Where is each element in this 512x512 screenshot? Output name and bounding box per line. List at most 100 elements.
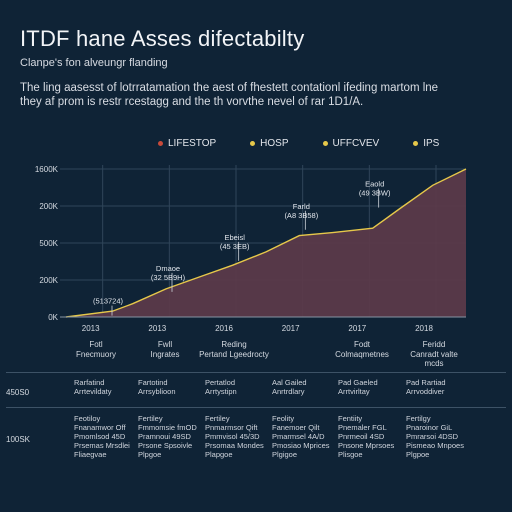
- table-cell-line: Fertiley: [138, 414, 163, 423]
- table-cell: Fertiley Pnmarmsor Qift Pmmvisol 45/3D Prso…: [205, 414, 267, 459]
- description: The ling aasesst of lotrratamation the a…: [20, 81, 490, 109]
- annotation-label: (A8 3B58): [284, 211, 318, 220]
- table-cell-line: Pmarmsel 4A/D: [272, 432, 325, 441]
- table-cell-line: Arrvoddiver: [406, 387, 445, 396]
- table-cell-line: Fartotind: [138, 378, 168, 387]
- table-cell: Feolity Fanemoer Qilt Pmarmsel 4A/D Pmosiao…: [272, 414, 334, 459]
- category-label: Reding Pertand Lgeedrocty: [194, 340, 274, 359]
- divider: [6, 372, 506, 373]
- table-cell: Fertilgy Pnaroinor GiL Pmrarsoi 4DSD Pismea…: [406, 414, 468, 459]
- category-label-line: Pertand Lgeedrocty: [199, 349, 269, 359]
- legend-swatch: [322, 140, 328, 146]
- table-cell-line: Prsone Spsoivle: [138, 441, 193, 450]
- category-label-line: Fnecmuory: [75, 349, 116, 359]
- table-cell-line: Fentiity: [338, 414, 363, 423]
- table-cell-line: Pnaroinor GiL: [406, 423, 453, 432]
- table-cell-line: Fertilgy: [406, 414, 431, 423]
- table-cell: Pertatlod Arrtystipn: [205, 378, 267, 396]
- annotation-label: Eaold: [365, 180, 384, 189]
- table-cell-line: Pmosiao Mprices: [272, 441, 330, 450]
- table-cell-line: Pmmvisol 45/3D: [205, 432, 260, 441]
- x-tick-label: 2016: [215, 324, 233, 333]
- table-cell: Pad Rartiad Arrvoddiver: [406, 378, 468, 396]
- table-cell-line: Plgigoe: [272, 450, 298, 459]
- row-label: 100SK: [6, 435, 31, 444]
- category-label-line: Canradt valte: [410, 349, 458, 359]
- table-cell-line: Pnmarmsor Qift: [205, 423, 258, 432]
- table-cell-line: Arrtvirltay: [338, 387, 370, 396]
- annotation-label: (32 5B9H): [151, 273, 186, 282]
- table-cell-line: Fertiley: [205, 414, 230, 423]
- divider: [6, 407, 506, 408]
- x-tick-label: 2017: [282, 324, 300, 333]
- area-series: [66, 169, 466, 317]
- table-cell: Fertiley Fmmomsie fmOD Pramnoui 49SD Prsone…: [138, 414, 200, 459]
- description-line: they af prom is restr rcestagg and the t…: [20, 96, 364, 108]
- x-tick-label: 2017: [348, 324, 366, 333]
- table-cell-line: Plisgoe: [338, 450, 363, 459]
- table-cell-line: Rarfatind: [74, 378, 105, 387]
- legend-label: HOSP: [260, 137, 289, 149]
- table-cell-line: Pmomlsod 45D: [74, 432, 126, 441]
- legend-swatch: [250, 140, 256, 146]
- legend-item: HOSP: [250, 137, 289, 149]
- table-cell-line: Pismeao Mnpoes: [406, 441, 464, 450]
- category-label-line: Fwll: [157, 340, 173, 349]
- annotation-label: (45 3EB): [220, 242, 250, 251]
- table-cell-line: Feotiloy: [74, 414, 101, 423]
- table-cell-line: Pnemaler FGL: [338, 423, 387, 432]
- x-tick-label: 2018: [415, 324, 433, 333]
- annotation-label: Farld: [293, 202, 310, 211]
- annotation-label: (513724): [93, 297, 124, 306]
- table-cell-line: Arrtevildaty: [74, 387, 112, 396]
- area-chart: 1600K 200K 500K 200K 0K 2013 2013 2016 2017 2017 2…: [35, 165, 467, 333]
- table-cell-line: Pad Rartiad: [406, 378, 446, 387]
- table-cell-line: Plgpoe: [406, 450, 430, 459]
- category-label-line: Fotl: [89, 340, 103, 349]
- row-label: 450S0: [6, 388, 30, 397]
- table-cell: Fentiity Pnemaler FGL Pnrmeoil 4SD Pnsone M…: [338, 414, 400, 459]
- annotation-label: (49 3BW): [359, 189, 391, 198]
- category-label: Fwll Ingrates: [125, 340, 205, 359]
- table-cell-line: Arrtystipn: [205, 387, 237, 396]
- category-label: Feridd Canradt valte mcds: [394, 340, 474, 369]
- table-cell-line: Arrsyblioon: [138, 387, 176, 396]
- annotation-label: Ebeisl: [224, 233, 245, 242]
- legend-label: IPS: [423, 137, 440, 149]
- legend-swatch: [413, 140, 419, 146]
- category-label-line: Feridd: [422, 340, 446, 349]
- category-label-line: Ingrates: [150, 349, 180, 359]
- table-cell-line: Pnrmeoil 4SD: [338, 432, 385, 441]
- category-label-line: Fodt: [353, 340, 370, 349]
- table-cell-line: Pmrarsoi 4DSD: [406, 432, 459, 441]
- table-cell-line: Pnsone Mprsoes: [338, 441, 395, 450]
- series-line: [65, 168, 467, 318]
- y-tick-label: 1600K: [35, 165, 59, 174]
- table-cell: Pad Gaeled Arrtvirltay: [338, 378, 400, 396]
- category-label: Fotl Fnecmuory: [56, 340, 136, 359]
- legend-item: IPS: [413, 138, 439, 149]
- chart-legend: LIFESTOP HOSP UFFCVEV IPS: [158, 135, 439, 151]
- table-cell-line: Prsemas Mrsdlei: [74, 441, 130, 450]
- y-tick-label: 200K: [39, 276, 58, 285]
- table-cell-line: Prsomaa Mondes: [205, 441, 264, 450]
- legend-label: LIFESTOP: [168, 137, 217, 149]
- table-cell-line: Pramnoui 49SD: [138, 432, 191, 441]
- x-tick-label: 2013: [148, 324, 166, 333]
- description-line: The ling aasesst of lotrratamation the a…: [20, 82, 439, 94]
- table-cell-line: Fliaegvae: [74, 450, 107, 459]
- table-cell-line: Plapgoe: [205, 450, 233, 459]
- table-cell-line: Fanemoer Qilt: [272, 423, 320, 432]
- page-subtitle: Clanpe's fon alveungr flanding: [20, 57, 168, 69]
- category-label-line: Reding: [221, 340, 247, 349]
- legend-label: UFFCVEV: [332, 137, 380, 149]
- table-cell: Fartotind Arrsyblioon: [138, 378, 200, 396]
- legend-item: LIFESTOP: [158, 138, 216, 149]
- annotation-label: Dmaoe: [156, 264, 180, 273]
- table-cell: Rarfatind Arrtevildaty: [74, 378, 136, 396]
- y-tick-label: 0K: [48, 313, 58, 322]
- table-cell-line: Aal Gailed: [272, 378, 307, 387]
- page-title: ITDF hane Asses difectabilty: [20, 26, 305, 51]
- legend-item: UFFCVEV: [322, 137, 380, 149]
- category-label: Fodt Colmaqmetnes: [322, 340, 402, 359]
